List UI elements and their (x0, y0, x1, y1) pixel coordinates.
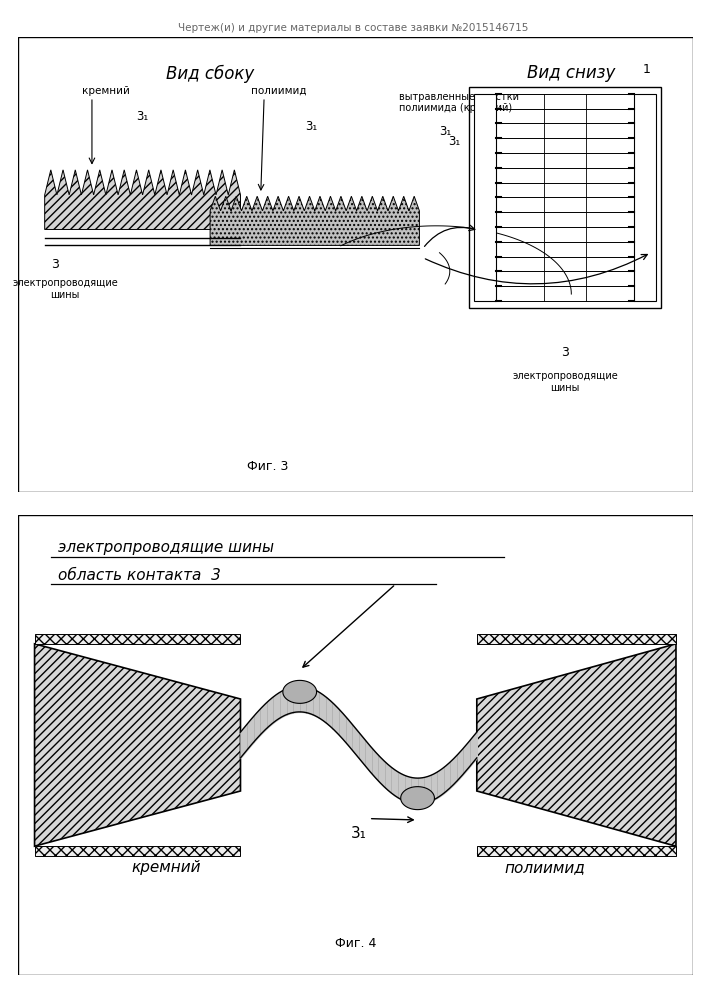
Text: вытравленные участки
полиимида (кремний): вытравленные участки полиимида (кремний) (399, 92, 519, 113)
Text: Вид сбоку: Вид сбоку (166, 64, 255, 83)
Bar (469, 87, 661, 308)
Polygon shape (401, 787, 435, 810)
Text: 3: 3 (51, 258, 59, 271)
Text: 3₁: 3₁ (448, 135, 461, 148)
Bar (35, 634, 240, 644)
Text: 3₁: 3₁ (136, 110, 148, 123)
Text: кремний: кремний (132, 860, 201, 875)
Polygon shape (477, 644, 676, 846)
Text: область контакта  3: область контакта 3 (58, 568, 221, 583)
Polygon shape (210, 196, 419, 245)
Text: Вид снизу: Вид снизу (527, 64, 616, 82)
Text: 3₁: 3₁ (305, 120, 317, 133)
Text: 3₁: 3₁ (440, 125, 452, 138)
Text: электропроводящие шины: электропроводящие шины (58, 540, 274, 555)
Bar (477, 846, 676, 856)
Text: 1: 1 (643, 63, 651, 76)
Text: полиимид: полиимид (250, 86, 306, 96)
Text: Фиг. 4: Фиг. 4 (334, 937, 376, 950)
Text: полиимид: полиимид (504, 860, 585, 875)
Polygon shape (35, 644, 240, 846)
Text: электропроводящие
шины: электропроводящие шины (512, 371, 618, 393)
Text: 3₁: 3₁ (351, 825, 367, 840)
Bar (35, 846, 240, 856)
Bar (634, 94, 655, 301)
Text: электропроводящие
шины: электропроводящие шины (12, 278, 118, 300)
Polygon shape (45, 170, 240, 229)
Polygon shape (283, 680, 317, 703)
Bar (474, 94, 496, 301)
Text: 3: 3 (561, 346, 569, 359)
Bar (477, 634, 676, 644)
Text: Чертеж(и) и другие материалы в составе заявки №2015146715: Чертеж(и) и другие материалы в составе з… (178, 23, 529, 33)
Text: кремний: кремний (82, 86, 129, 96)
Text: Фиг. 3: Фиг. 3 (247, 460, 288, 473)
